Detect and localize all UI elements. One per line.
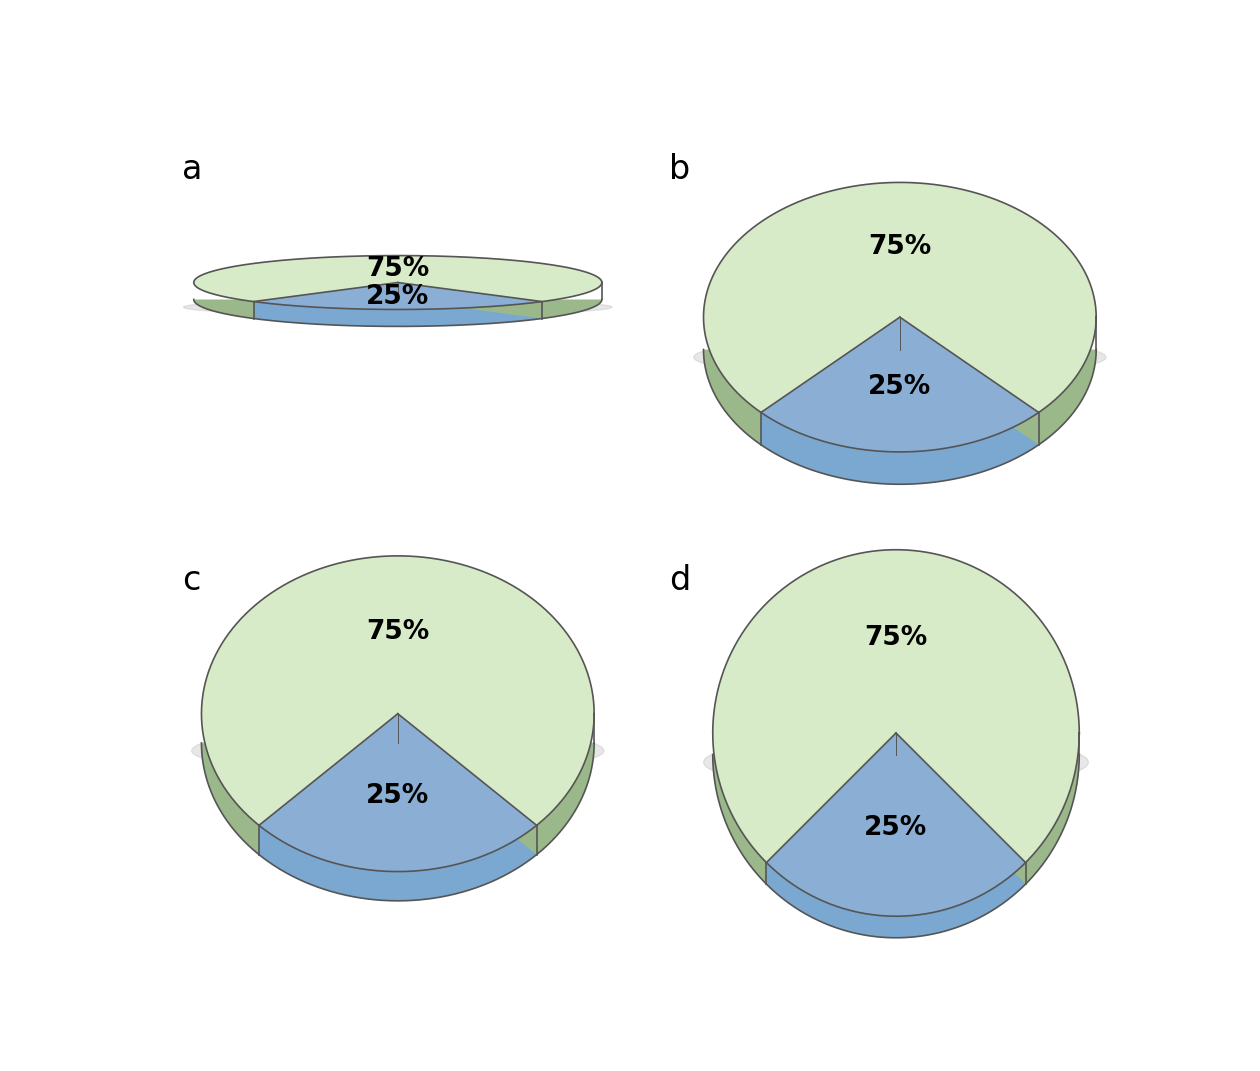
Text: 75%: 75% <box>864 624 927 651</box>
Ellipse shape <box>184 299 612 315</box>
Text: 25%: 25% <box>367 284 430 310</box>
Ellipse shape <box>703 735 1089 789</box>
Polygon shape <box>253 283 542 310</box>
Polygon shape <box>896 733 1026 885</box>
Polygon shape <box>260 713 537 872</box>
Polygon shape <box>260 826 537 901</box>
Polygon shape <box>194 283 602 318</box>
Polygon shape <box>703 317 1096 444</box>
Text: c: c <box>183 563 200 597</box>
Polygon shape <box>260 713 398 855</box>
Text: d: d <box>669 563 690 597</box>
Polygon shape <box>194 256 602 302</box>
Polygon shape <box>766 733 1026 916</box>
Text: 25%: 25% <box>864 815 927 841</box>
Ellipse shape <box>694 337 1106 377</box>
Polygon shape <box>202 556 595 826</box>
Polygon shape <box>398 283 542 318</box>
Ellipse shape <box>192 727 604 774</box>
Text: 25%: 25% <box>868 374 931 401</box>
Polygon shape <box>761 317 900 444</box>
Polygon shape <box>900 317 1038 444</box>
Polygon shape <box>761 412 1038 484</box>
Polygon shape <box>253 283 398 318</box>
Polygon shape <box>713 549 1080 862</box>
Text: b: b <box>669 153 690 186</box>
Polygon shape <box>766 862 1026 938</box>
Text: 75%: 75% <box>367 256 430 282</box>
Text: 25%: 25% <box>367 783 430 809</box>
Polygon shape <box>253 302 542 327</box>
Text: 75%: 75% <box>868 235 931 260</box>
Text: 75%: 75% <box>367 619 430 645</box>
Polygon shape <box>766 733 896 885</box>
Polygon shape <box>761 317 1038 452</box>
Polygon shape <box>703 182 1096 412</box>
Polygon shape <box>713 734 1080 885</box>
Polygon shape <box>202 714 595 855</box>
Text: a: a <box>183 153 203 186</box>
Polygon shape <box>398 713 537 855</box>
